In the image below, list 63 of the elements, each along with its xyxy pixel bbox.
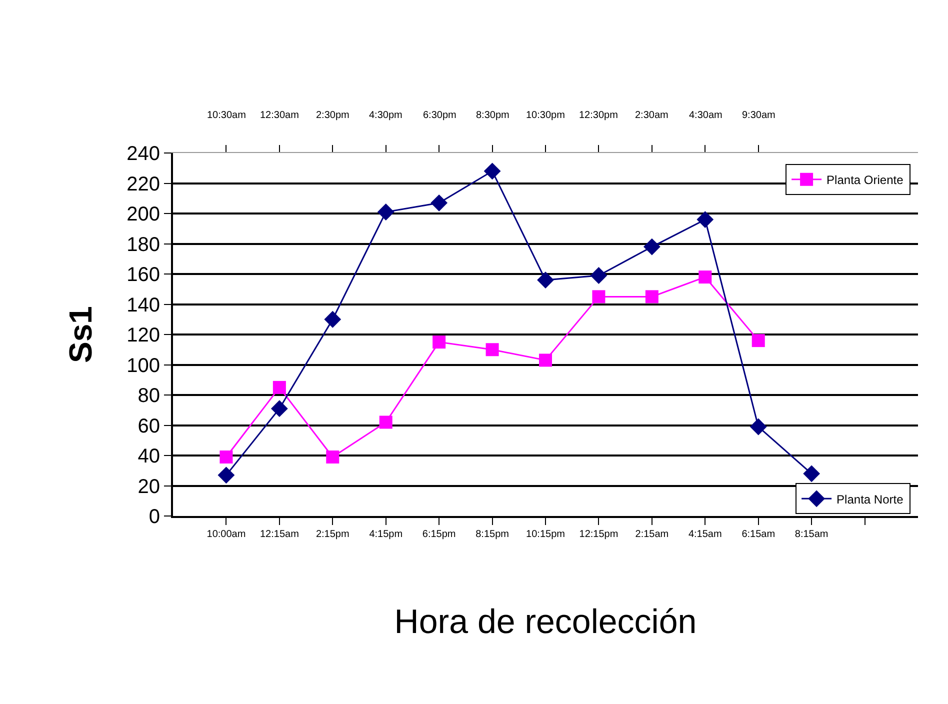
y-tick-label: 120 bbox=[126, 324, 160, 346]
x-tick-label: 4:15pm bbox=[369, 529, 403, 540]
point bbox=[326, 450, 340, 464]
point bbox=[643, 238, 660, 256]
y-tick-label: 200 bbox=[126, 204, 160, 226]
text: 4:30am bbox=[689, 110, 722, 121]
x-tick-label: 10:15pm bbox=[526, 529, 565, 540]
text: 12:30am bbox=[260, 110, 299, 121]
text: 2:30pm bbox=[316, 110, 350, 121]
point bbox=[486, 343, 499, 356]
y-tick-label: 180 bbox=[126, 234, 160, 256]
x-tick-label: 12:15am bbox=[260, 529, 299, 540]
text: 2:30am bbox=[635, 110, 668, 121]
point bbox=[537, 272, 554, 288]
x-tick-label: 8:15pm bbox=[476, 529, 509, 540]
text: 6:30pm bbox=[423, 110, 456, 121]
point bbox=[803, 465, 820, 482]
y-tick-label: 160 bbox=[126, 264, 160, 286]
x-tick-label: 12:15pm bbox=[579, 529, 618, 540]
y-tick-label: 60 bbox=[138, 415, 160, 438]
point bbox=[484, 162, 501, 180]
point bbox=[590, 267, 608, 284]
point bbox=[379, 416, 392, 429]
x-tick-label: 2:15pm bbox=[316, 529, 350, 540]
y-tick-label: 100 bbox=[126, 354, 160, 377]
y-tick-label: 240 bbox=[126, 143, 160, 165]
text: 4:30pm bbox=[369, 110, 402, 121]
y-tick-label: 40 bbox=[138, 446, 160, 468]
x-tick-label: 6:15pm bbox=[422, 529, 456, 540]
point bbox=[539, 354, 552, 367]
text: 8:30pm bbox=[476, 110, 510, 121]
text: 10:30pm bbox=[526, 110, 565, 121]
point bbox=[698, 270, 712, 284]
point bbox=[430, 194, 448, 212]
y-tick-label: 0 bbox=[148, 506, 160, 528]
x-tick-label: 2:15am bbox=[635, 529, 669, 540]
x-tick-label: 10:00am bbox=[206, 529, 246, 540]
y-tick-label: 20 bbox=[138, 476, 160, 498]
y-tick-label: 80 bbox=[138, 385, 160, 407]
point bbox=[272, 380, 286, 394]
legend-label: Planta Oriente bbox=[826, 173, 904, 188]
point bbox=[752, 334, 765, 348]
y-tick-label: 140 bbox=[126, 294, 160, 316]
point bbox=[750, 418, 767, 436]
point bbox=[377, 204, 394, 220]
text: 9:30am bbox=[742, 110, 776, 121]
point bbox=[645, 290, 658, 304]
x-tick-label: 4:15am bbox=[688, 529, 722, 540]
x-tick-label: 6:15am bbox=[742, 529, 776, 540]
text: 10:30am bbox=[207, 110, 246, 121]
point bbox=[218, 466, 235, 484]
point bbox=[324, 310, 342, 328]
point bbox=[270, 400, 288, 418]
point bbox=[220, 450, 233, 464]
legend-label: Planta Norte bbox=[836, 492, 904, 506]
text: 12:30pm bbox=[579, 110, 618, 121]
y-tick-label: 220 bbox=[126, 173, 160, 196]
point bbox=[432, 336, 446, 349]
x-axis-title: Hora de recolección bbox=[394, 602, 697, 641]
point bbox=[592, 290, 606, 304]
y-axis-title: Ss1 bbox=[62, 306, 98, 363]
point bbox=[696, 211, 714, 228]
x-tick-label: 8:15am bbox=[794, 529, 828, 540]
